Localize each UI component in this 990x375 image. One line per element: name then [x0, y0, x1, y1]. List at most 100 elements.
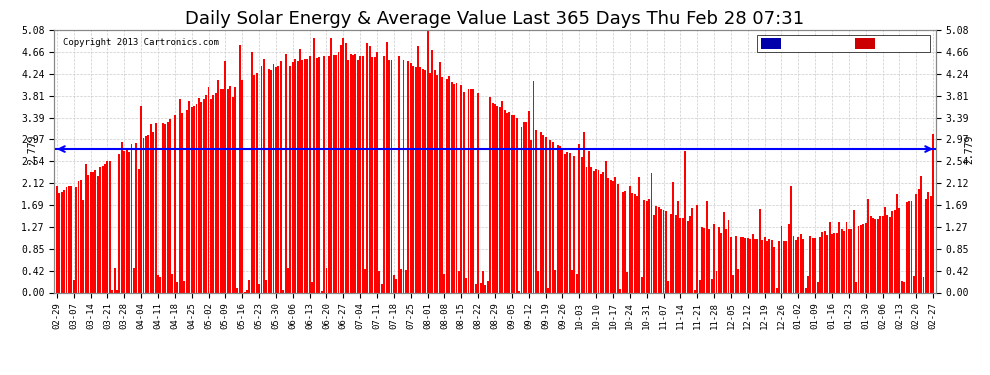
Bar	[756, 239, 758, 292]
Bar	[540, 132, 542, 292]
Bar	[111, 291, 113, 292]
Bar	[903, 282, 905, 292]
Bar	[237, 288, 239, 292]
Bar	[434, 70, 436, 292]
Bar	[439, 62, 441, 292]
Bar	[908, 201, 910, 292]
Bar	[141, 106, 143, 292]
Bar	[797, 237, 799, 292]
Bar	[393, 274, 395, 292]
Bar	[99, 167, 101, 292]
Bar	[75, 187, 77, 292]
Bar	[306, 58, 308, 292]
Bar	[161, 123, 163, 292]
Bar	[205, 95, 207, 292]
Bar	[193, 106, 195, 292]
Bar	[178, 99, 180, 292]
Bar	[531, 140, 532, 292]
Bar	[788, 224, 790, 292]
Bar	[506, 113, 508, 292]
Bar	[316, 57, 318, 292]
Bar	[267, 69, 269, 292]
Bar	[85, 164, 87, 292]
Bar	[723, 212, 725, 292]
Bar	[390, 60, 392, 292]
Bar	[617, 184, 619, 292]
Bar	[462, 92, 464, 292]
Bar	[605, 161, 607, 292]
Bar	[655, 206, 657, 292]
Bar	[679, 218, 681, 292]
Bar	[482, 272, 484, 292]
Bar	[171, 274, 173, 292]
Bar	[149, 124, 151, 292]
Bar	[323, 56, 325, 292]
Bar	[467, 89, 469, 292]
Bar	[126, 150, 128, 292]
Bar	[395, 279, 397, 292]
Bar	[301, 60, 303, 292]
Bar	[877, 219, 879, 292]
Bar	[704, 228, 706, 292]
Bar	[68, 186, 70, 292]
Bar	[884, 207, 886, 292]
Bar	[174, 115, 176, 292]
Bar	[665, 211, 667, 292]
Bar	[72, 280, 74, 292]
Bar	[740, 237, 742, 292]
Bar	[119, 154, 121, 292]
Bar	[918, 189, 920, 292]
Bar	[364, 269, 366, 292]
Bar	[911, 201, 913, 292]
Bar	[311, 282, 313, 292]
Bar	[644, 200, 645, 292]
Bar	[319, 57, 320, 292]
Bar	[242, 80, 244, 292]
Bar	[331, 38, 333, 292]
Bar	[378, 270, 380, 292]
Bar	[217, 80, 219, 292]
Bar	[581, 157, 583, 292]
Bar	[549, 140, 551, 292]
Bar	[800, 234, 802, 292]
Bar	[328, 56, 330, 292]
Bar	[632, 193, 634, 292]
Bar	[60, 192, 62, 292]
Bar	[121, 142, 123, 292]
Bar	[773, 247, 775, 292]
Bar	[930, 196, 932, 292]
Bar	[501, 101, 503, 292]
Bar	[526, 122, 528, 292]
Bar	[916, 194, 918, 292]
Bar	[489, 97, 491, 292]
Bar	[145, 136, 147, 292]
Bar	[933, 134, 935, 292]
Bar	[733, 275, 735, 292]
Bar	[634, 194, 636, 292]
Bar	[181, 113, 183, 292]
Bar	[687, 221, 689, 292]
Bar	[920, 176, 922, 292]
Bar	[847, 229, 849, 292]
Bar	[627, 272, 629, 292]
Bar	[124, 151, 125, 292]
Bar	[373, 57, 375, 292]
Bar	[667, 280, 669, 292]
Bar	[152, 132, 154, 292]
Bar	[713, 224, 715, 292]
Bar	[159, 278, 161, 292]
Bar	[427, 30, 429, 292]
Bar	[398, 56, 400, 292]
Bar	[326, 268, 328, 292]
Bar	[547, 288, 548, 292]
Bar	[232, 98, 234, 292]
Bar	[371, 57, 373, 292]
Bar	[475, 284, 477, 292]
Bar	[460, 85, 462, 292]
Bar	[559, 146, 561, 292]
Bar	[484, 285, 486, 292]
Bar	[759, 209, 760, 292]
Bar	[641, 277, 643, 292]
Bar	[65, 187, 67, 292]
Bar	[561, 149, 563, 292]
